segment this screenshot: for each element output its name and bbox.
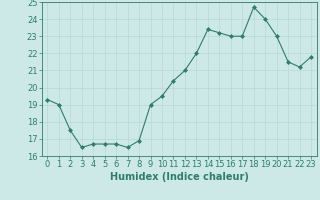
X-axis label: Humidex (Indice chaleur): Humidex (Indice chaleur) bbox=[110, 172, 249, 182]
